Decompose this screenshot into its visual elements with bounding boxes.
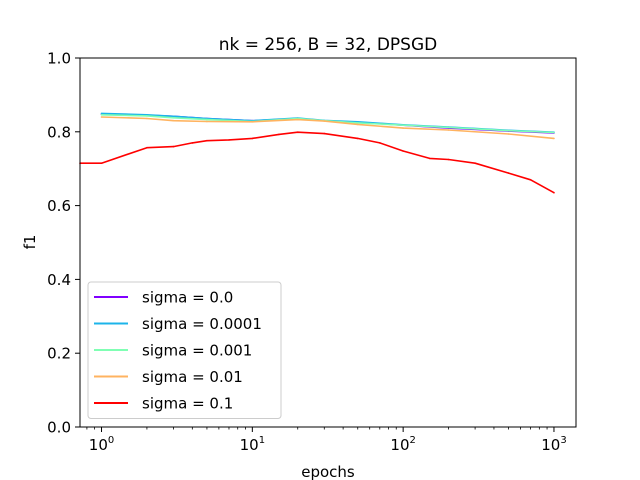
data-point [100,116,103,118]
y-ticks: 0.0 0.2 0.4 0.6 0.8 1.0 [47,50,80,437]
legend-box [87,281,282,419]
data-point [507,172,510,174]
x-tick-exponent: 3 [560,435,566,446]
x-tick-base: 10 [240,436,259,454]
x-ticks: 100 101 102 103 [86,427,567,454]
data-point [447,129,450,131]
data-point [507,129,510,132]
data-point [146,115,148,117]
data-point [553,191,555,194]
y-tick-label: 0.6 [47,197,71,215]
x-tick-base: 10 [390,436,409,454]
x-tick-exponent: 0 [108,435,114,446]
data-point [356,122,359,124]
data-point [206,120,208,123]
data-point [172,119,175,122]
x-tick-base: 10 [541,436,560,454]
data-point [278,133,280,136]
data-point [379,142,381,144]
legend-label: sigma = 0.0 [142,289,233,307]
x-tick-exponent: 1 [259,435,265,446]
data-point [447,158,450,161]
data-point [553,137,555,140]
data-point [146,117,148,120]
data-point [428,157,431,160]
data-point [206,118,208,121]
y-tick-label: 0.4 [47,271,71,289]
y-axis-label: f1 [21,235,39,250]
data-point [206,139,208,142]
series-line [101,116,555,140]
data-point [356,137,359,140]
series-layer [79,112,555,194]
y-tick-label: 0.0 [47,419,71,437]
data-point [529,179,532,181]
data-point [251,137,254,140]
data-point [172,145,175,148]
data-point [402,150,404,152]
data-point [356,123,359,126]
data-point [553,131,555,134]
data-point [228,139,230,141]
x-tick-label: 101 [240,435,265,454]
data-point [296,131,299,133]
x-tick-label: 100 [89,435,114,454]
x-tick-base: 10 [89,436,108,454]
data-point [323,120,326,122]
chart-title: nk = 256, B = 32, DPSGD [219,35,437,55]
x-axis-label: epochs [301,463,355,480]
data-point [172,117,175,119]
series-line [80,131,555,194]
x-tick-label: 102 [390,435,415,454]
legend-label: sigma = 0.1 [142,395,233,413]
data-point [402,127,404,129]
plot-frame [79,57,577,428]
data-point [402,124,404,126]
legend-label: sigma = 0.01 [142,368,243,386]
y-tick-label: 0.2 [47,345,71,363]
x-tick-label: 103 [541,435,566,454]
data-point [172,115,175,118]
data-point [323,132,326,135]
series-4 [79,131,555,194]
data-point [507,133,510,135]
y-tick-label: 0.8 [47,123,71,141]
x-tick-exponent: 2 [410,435,416,446]
legend-label: sigma = 0.0001 [142,315,262,333]
legend-label: sigma = 0.001 [142,342,252,360]
data-point [146,146,148,149]
data-point [100,112,103,115]
data-point [447,126,450,129]
series-3 [100,116,555,140]
legend: sigma = 0.0 sigma = 0.0001 sigma = 0.001 si… [87,281,282,419]
data-point [474,162,476,164]
data-point [191,142,194,144]
data-point [296,118,299,121]
data-point [100,114,103,116]
y-tick-label: 1.0 [47,50,71,68]
data-point [100,162,103,164]
data-point [251,121,254,123]
